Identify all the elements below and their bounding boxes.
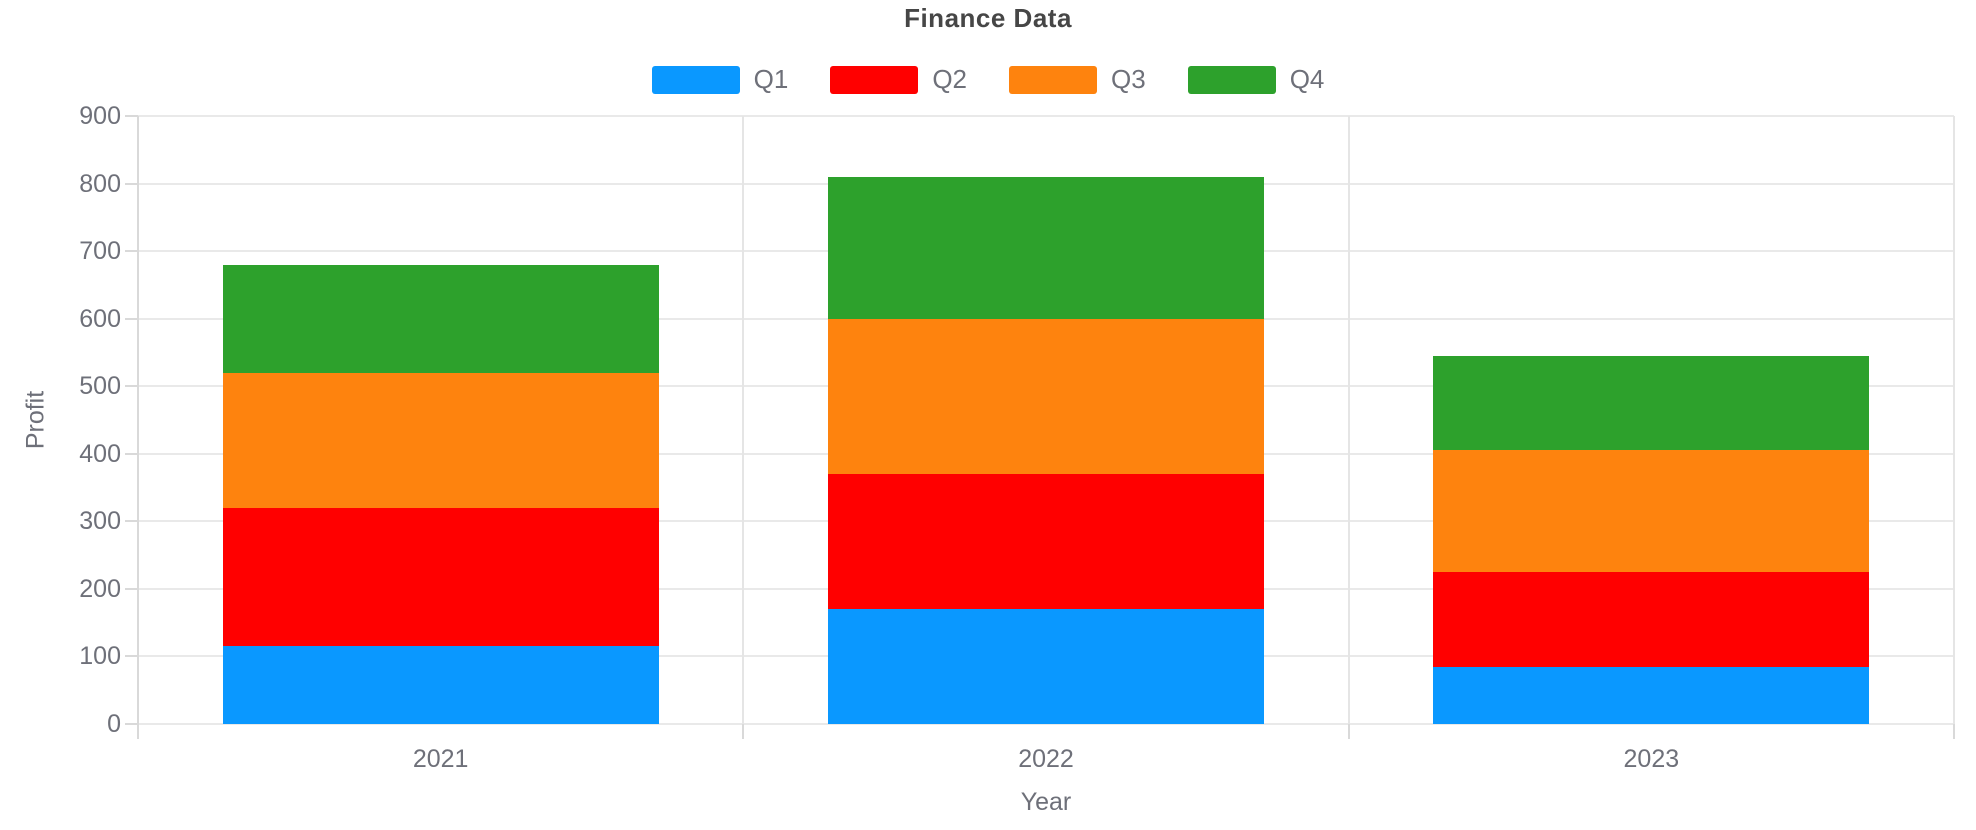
y-axis-label-500: 500 [79, 372, 121, 401]
category-separator-3 [1953, 116, 1955, 724]
y-axis-label-800: 800 [79, 169, 121, 198]
legend-swatch-q4 [1187, 65, 1276, 94]
category-separator-1 [742, 116, 745, 724]
y-axis-tick [125, 250, 138, 253]
y-axis-tick [125, 655, 138, 658]
y-axis-label-100: 100 [79, 642, 121, 671]
x-axis-name: Year [1020, 788, 1072, 816]
legend-swatch-q3 [1009, 65, 1097, 94]
bar-2021-q2 [222, 507, 659, 647]
y-axis-label-400: 400 [79, 439, 121, 468]
legend-swatch-q1 [651, 65, 740, 94]
bar-2022-q4 [828, 176, 1264, 319]
x-axis-tick [742, 724, 745, 739]
legend-item-q1[interactable]: Q1 [651, 64, 789, 95]
bar-2023-q4 [1433, 355, 1870, 451]
y-axis-tick [125, 385, 138, 388]
y-axis-label-300: 300 [79, 507, 121, 536]
y-axis-label-200: 200 [79, 574, 121, 603]
y-axis-tick [125, 587, 138, 590]
category-separator-2 [1347, 116, 1350, 724]
chart-legend: Q1 Q2 Q3 Q4 [0, 64, 1976, 95]
x-axis-tick [1347, 724, 1350, 739]
y-axis-tick [125, 452, 138, 455]
y-axis-tick [125, 182, 138, 185]
y-axis-label-700: 700 [79, 237, 121, 266]
legend-item-q4[interactable]: Q4 [1187, 64, 1325, 95]
y-gridline-0 [138, 723, 1954, 725]
bar-2021-q4 [222, 264, 659, 373]
bar-2023-q3 [1433, 450, 1870, 572]
bar-2021-q1 [222, 646, 659, 724]
y-axis-label-900: 900 [79, 102, 121, 130]
legend-item-q2[interactable]: Q2 [830, 64, 967, 95]
bar-2022-q2 [828, 474, 1264, 610]
y-axis-tick [125, 520, 138, 523]
y-axis-name: Profit [21, 390, 50, 450]
x-axis-tick [1953, 724, 1955, 739]
y-gridline-900 [138, 115, 1954, 117]
legend-label-q3: Q3 [1111, 64, 1146, 94]
x-axis-tick [137, 724, 139, 739]
bar-2022-q1 [828, 609, 1264, 724]
legend-label-q2: Q2 [932, 64, 967, 94]
legend-label-q1: Q1 [753, 64, 789, 94]
y-axis-tick [125, 723, 138, 725]
y-axis-tick [125, 317, 138, 320]
legend-swatch-q2 [830, 65, 919, 94]
y-axis-label-0: 0 [107, 710, 121, 738]
y-axis-label-600: 600 [79, 304, 121, 333]
bar-2023-q2 [1433, 572, 1870, 667]
x-axis-label-2022: 2022 [1018, 745, 1074, 773]
y-axis-line [137, 116, 139, 724]
bar-2021-q3 [222, 372, 659, 508]
legend-label-q4: Q4 [1289, 64, 1325, 94]
chart-title: Finance Data [904, 3, 1072, 33]
x-axis-label-2023: 2023 [1623, 745, 1680, 773]
bar-2023-q1 [1433, 666, 1870, 724]
bar-2022-q3 [828, 318, 1264, 475]
y-axis-tick [125, 115, 138, 117]
legend-item-q3[interactable]: Q3 [1009, 64, 1146, 95]
x-axis-label-2021: 2021 [412, 745, 469, 773]
